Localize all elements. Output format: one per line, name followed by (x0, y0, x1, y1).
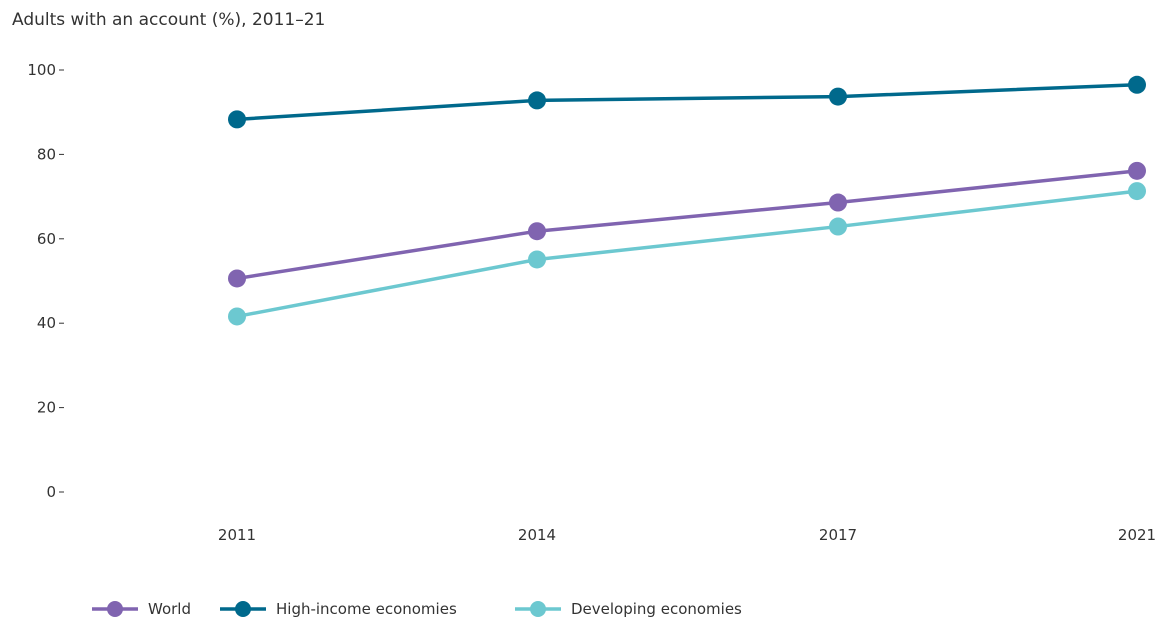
y-tick-label: 80 (37, 145, 56, 163)
data-point (528, 222, 546, 241)
data-point (829, 217, 847, 236)
x-tick-label: 2011 (218, 526, 256, 544)
series-line (236, 83, 1138, 122)
y-tick-label: 20 (37, 399, 56, 417)
legend-label: High-income economies (276, 600, 457, 618)
legend-label: Developing economies (571, 600, 742, 618)
series-line (236, 169, 1138, 281)
data-point (829, 193, 847, 212)
legend-swatch-marker (530, 601, 546, 617)
x-tick-label: 2017 (819, 526, 857, 544)
legend-label: World (148, 600, 191, 618)
y-tick-label: 40 (37, 314, 56, 332)
data-point (1128, 75, 1146, 94)
data-point (528, 91, 546, 110)
x-tick-label: 2014 (518, 526, 556, 544)
series-line (236, 189, 1138, 319)
legend-swatch-marker (107, 601, 123, 617)
data-point (1128, 182, 1146, 201)
y-tick-label: 100 (27, 61, 56, 79)
data-point (228, 307, 246, 326)
data-point (829, 87, 847, 106)
data-point (228, 269, 246, 288)
y-tick-label: 0 (46, 483, 56, 501)
legend-swatch-marker (235, 601, 251, 617)
data-point (1128, 161, 1146, 180)
y-tick-label: 60 (37, 230, 56, 248)
chart-title: Adults with an account (%), 2011–21 (12, 10, 326, 30)
data-point (528, 250, 546, 269)
data-point (228, 110, 246, 129)
x-tick-label: 2021 (1118, 526, 1156, 544)
